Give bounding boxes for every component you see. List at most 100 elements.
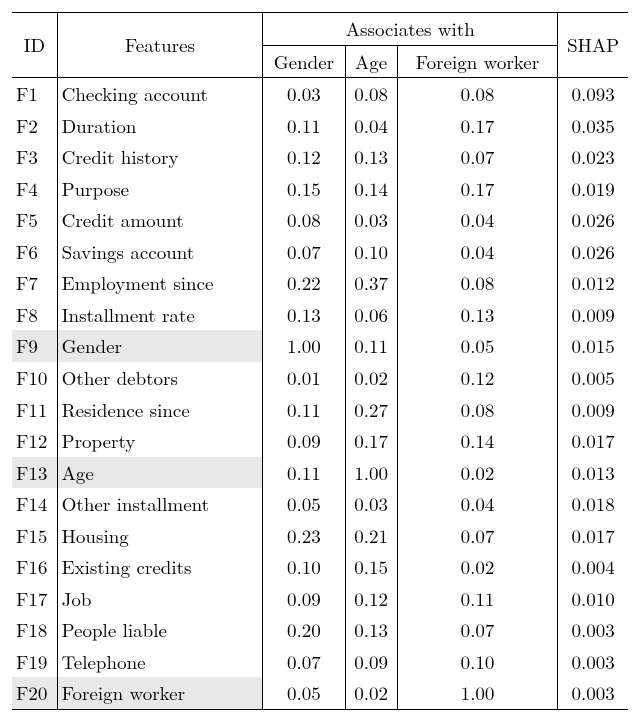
- cell-foreign: 0.08: [397, 267, 558, 299]
- cell-shap: 0.010: [558, 583, 628, 615]
- cell-id: F11: [12, 394, 57, 426]
- cell-age: 0.14: [345, 173, 397, 205]
- table-row: F19Telephone0.070.090.100.003: [12, 646, 628, 678]
- cell-gender: 0.12: [263, 141, 345, 173]
- cell-shap: 0.093: [558, 78, 628, 110]
- cell-shap: 0.026: [558, 204, 628, 236]
- header-features: Features: [57, 13, 263, 78]
- cell-gender: 0.13: [263, 299, 345, 331]
- cell-feature: Gender: [57, 330, 263, 362]
- cell-feature: Credit history: [57, 141, 263, 173]
- cell-age: 0.17: [345, 425, 397, 457]
- cell-age: 0.27: [345, 394, 397, 426]
- cell-gender: 0.03: [263, 78, 345, 110]
- cell-gender: 0.05: [263, 488, 345, 520]
- cell-feature: Housing: [57, 520, 263, 552]
- cell-foreign: 0.08: [397, 394, 558, 426]
- table-row: F8Installment rate0.130.060.130.009: [12, 299, 628, 331]
- cell-id: F1: [12, 78, 57, 110]
- table-row: F18People liable0.200.130.070.003: [12, 614, 628, 646]
- cell-feature: Savings account: [57, 236, 263, 268]
- cell-feature: Duration: [57, 110, 263, 142]
- cell-gender: 0.11: [263, 110, 345, 142]
- cell-gender: 0.11: [263, 457, 345, 489]
- cell-age: 0.13: [345, 614, 397, 646]
- cell-foreign: 0.08: [397, 78, 558, 110]
- cell-age: 0.06: [345, 299, 397, 331]
- table-row: F4Purpose0.150.140.170.019: [12, 173, 628, 205]
- cell-id: F13: [12, 457, 57, 489]
- table-body: F1Checking account0.030.080.080.093F2Dur…: [12, 78, 628, 710]
- cell-id: F8: [12, 299, 57, 331]
- cell-foreign: 1.00: [397, 677, 558, 709]
- table-row: F11Residence since0.110.270.080.009: [12, 394, 628, 426]
- table-row: F7Employment since0.220.370.080.012: [12, 267, 628, 299]
- cell-age: 0.09: [345, 646, 397, 678]
- cell-gender: 0.07: [263, 646, 345, 678]
- feature-association-table: ID Features Associates with SHAP Gender …: [12, 12, 628, 710]
- cell-shap: 0.013: [558, 457, 628, 489]
- cell-id: F9: [12, 330, 57, 362]
- cell-foreign: 0.17: [397, 110, 558, 142]
- table-row: F13Age0.111.000.020.013: [12, 457, 628, 489]
- cell-age: 0.08: [345, 78, 397, 110]
- table-header: ID Features Associates with SHAP Gender …: [12, 13, 628, 78]
- cell-feature: Purpose: [57, 173, 263, 205]
- cell-gender: 0.08: [263, 204, 345, 236]
- cell-age: 0.02: [345, 677, 397, 709]
- cell-id: F19: [12, 646, 57, 678]
- table-row: F1Checking account0.030.080.080.093: [12, 78, 628, 110]
- cell-age: 1.00: [345, 457, 397, 489]
- cell-feature: Other debtors: [57, 362, 263, 394]
- table-row: F12Property0.090.170.140.017: [12, 425, 628, 457]
- cell-age: 0.03: [345, 204, 397, 236]
- cell-foreign: 0.04: [397, 236, 558, 268]
- cell-shap: 0.009: [558, 394, 628, 426]
- header-associates-with: Associates with: [263, 13, 558, 46]
- cell-foreign: 0.07: [397, 141, 558, 173]
- cell-shap: 0.023: [558, 141, 628, 173]
- cell-shap: 0.003: [558, 614, 628, 646]
- cell-id: F6: [12, 236, 57, 268]
- cell-feature: Residence since: [57, 394, 263, 426]
- header-shap: SHAP: [558, 13, 628, 78]
- cell-foreign: 0.05: [397, 330, 558, 362]
- cell-feature: Telephone: [57, 646, 263, 678]
- cell-age: 0.11: [345, 330, 397, 362]
- cell-id: F18: [12, 614, 57, 646]
- cell-foreign: 0.17: [397, 173, 558, 205]
- cell-age: 0.13: [345, 141, 397, 173]
- cell-age: 0.37: [345, 267, 397, 299]
- cell-gender: 0.23: [263, 520, 345, 552]
- cell-foreign: 0.14: [397, 425, 558, 457]
- cell-age: 0.04: [345, 110, 397, 142]
- cell-foreign: 0.12: [397, 362, 558, 394]
- table-row: F2Duration0.110.040.170.035: [12, 110, 628, 142]
- cell-gender: 0.22: [263, 267, 345, 299]
- cell-feature: Property: [57, 425, 263, 457]
- cell-feature: Existing credits: [57, 551, 263, 583]
- cell-age: 0.03: [345, 488, 397, 520]
- cell-gender: 0.05: [263, 677, 345, 709]
- cell-id: F10: [12, 362, 57, 394]
- table-row: F3Credit history0.120.130.070.023: [12, 141, 628, 173]
- table-row: F16Existing credits0.100.150.020.004: [12, 551, 628, 583]
- cell-shap: 0.017: [558, 520, 628, 552]
- cell-shap: 0.005: [558, 362, 628, 394]
- cell-shap: 0.012: [558, 267, 628, 299]
- header-age: Age: [345, 45, 397, 78]
- cell-foreign: 0.04: [397, 204, 558, 236]
- cell-gender: 0.10: [263, 551, 345, 583]
- header-foreign: Foreign worker: [397, 45, 558, 78]
- cell-age: 0.21: [345, 520, 397, 552]
- cell-feature: Checking account: [57, 78, 263, 110]
- cell-feature: Employment since: [57, 267, 263, 299]
- cell-foreign: 0.13: [397, 299, 558, 331]
- cell-shap: 0.004: [558, 551, 628, 583]
- cell-id: F12: [12, 425, 57, 457]
- cell-age: 0.02: [345, 362, 397, 394]
- cell-id: F4: [12, 173, 57, 205]
- cell-id: F3: [12, 141, 57, 173]
- table-row: F14Other installment0.050.030.040.018: [12, 488, 628, 520]
- table-row: F9Gender1.000.110.050.015: [12, 330, 628, 362]
